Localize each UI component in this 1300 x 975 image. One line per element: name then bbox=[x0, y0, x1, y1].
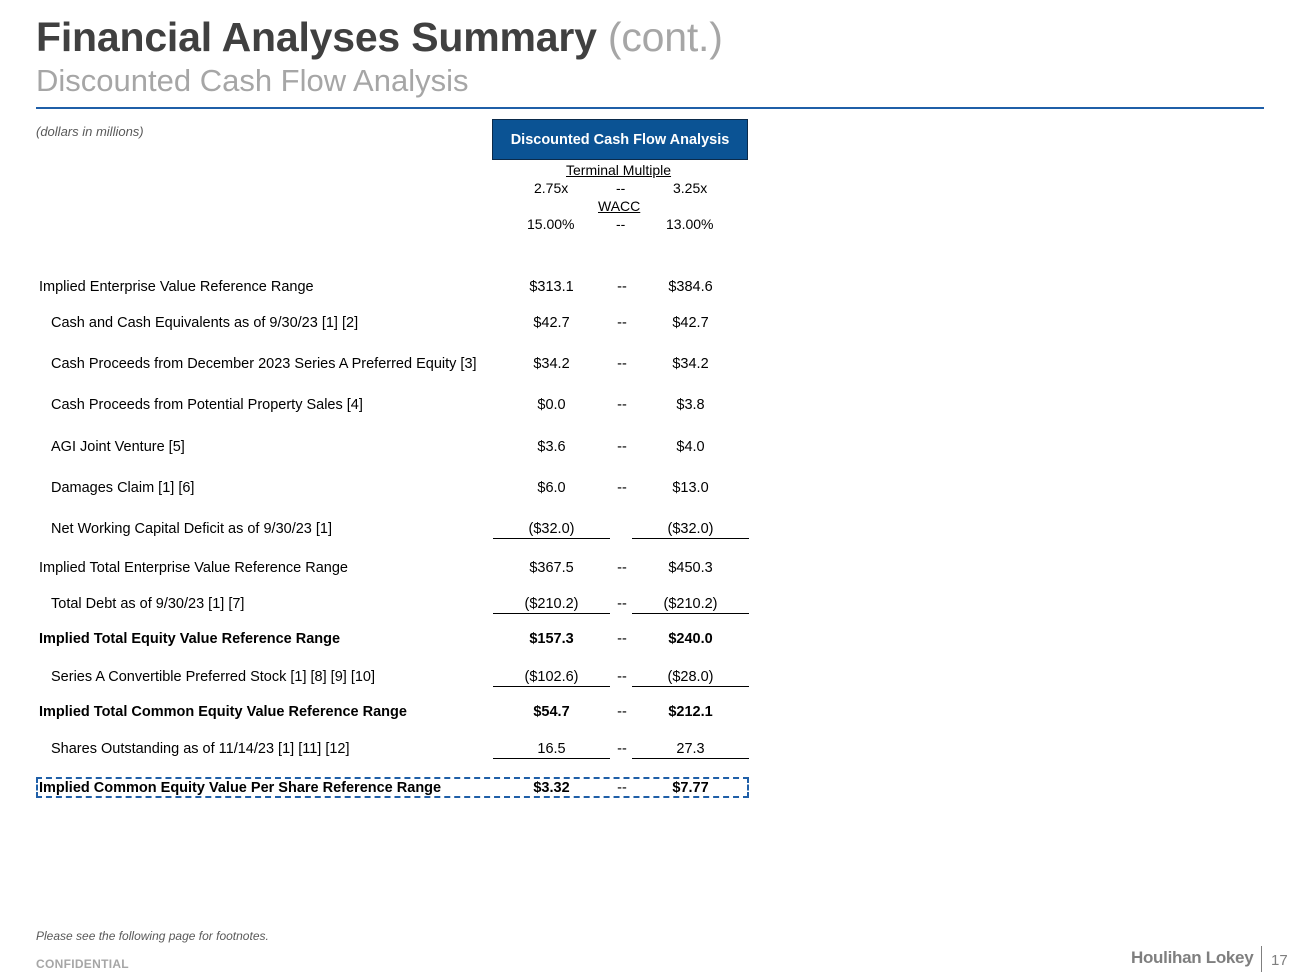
row-high-value: $384.6 bbox=[668, 279, 713, 295]
row-label: Implied Enterprise Value Reference Range bbox=[39, 279, 314, 295]
units-note: (dollars in millions) bbox=[36, 124, 144, 139]
row-dash: -- bbox=[617, 315, 627, 331]
multiple-high: 3.25x bbox=[673, 180, 708, 196]
title-main: Financial Analyses Summary bbox=[36, 14, 597, 60]
row-low-value: ($102.6) bbox=[493, 669, 610, 687]
row-low-value: ($210.2) bbox=[493, 596, 610, 614]
row-dash: -- bbox=[617, 669, 627, 685]
row-label: Net Working Capital Deficit as of 9/30/2… bbox=[51, 521, 333, 537]
table-row: AGI Joint Venture [5] $3.6 -- $4.0 bbox=[0, 439, 760, 463]
row-dash: -- bbox=[617, 704, 627, 720]
row-low-value: 16.5 bbox=[493, 741, 610, 759]
row-label: Series A Convertible Preferred Stock [1]… bbox=[51, 669, 375, 685]
row-high-value: $42.7 bbox=[672, 315, 709, 331]
row-low-value: $367.5 bbox=[529, 560, 574, 576]
row-high-value: $450.3 bbox=[668, 560, 713, 576]
row-dash: -- bbox=[617, 439, 627, 455]
row-label: Cash and Cash Equivalents as of 9/30/23 … bbox=[51, 315, 359, 331]
table-row: Damages Claim [1] [6] $6.0 -- $13.0 bbox=[0, 480, 760, 504]
row-low-value: $54.7 bbox=[533, 704, 570, 720]
table-row: Implied Total Enterprise Value Reference… bbox=[0, 560, 760, 584]
row-dash: -- bbox=[617, 279, 627, 295]
row-low-value: $313.1 bbox=[529, 279, 574, 295]
table-row: Series A Convertible Preferred Stock [1]… bbox=[0, 669, 760, 693]
brand-separator bbox=[1261, 946, 1262, 972]
row-high-value: $3.8 bbox=[676, 397, 705, 413]
row-high-value: $212.1 bbox=[668, 704, 713, 720]
row-dash: -- bbox=[617, 356, 627, 372]
row-high-value: ($32.0) bbox=[632, 521, 749, 539]
row-high-value: 27.3 bbox=[632, 741, 749, 759]
row-label: Implied Total Common Equity Value Refere… bbox=[39, 704, 407, 720]
row-dash: -- bbox=[617, 741, 627, 757]
row-low-value: $3.6 bbox=[537, 439, 566, 455]
row-high-value: ($210.2) bbox=[632, 596, 749, 614]
row-low-value: $0.0 bbox=[537, 397, 566, 413]
page-title: Financial Analyses Summary (cont.) bbox=[36, 14, 723, 61]
table-row: Cash Proceeds from December 2023 Series … bbox=[0, 356, 760, 380]
row-low-value: $42.7 bbox=[533, 315, 570, 331]
table-row: Shares Outstanding as of 11/14/23 [1] [1… bbox=[0, 741, 760, 765]
row-high-value: $4.0 bbox=[676, 439, 705, 455]
table-row: Cash and Cash Equivalents as of 9/30/23 … bbox=[0, 315, 760, 339]
row-label: Cash Proceeds from December 2023 Series … bbox=[51, 356, 477, 372]
dcf-header-box: Discounted Cash Flow Analysis bbox=[492, 119, 748, 160]
brand-logo: Houlihan Lokey bbox=[1131, 948, 1254, 967]
row-high-value: $240.0 bbox=[668, 631, 713, 647]
row-low-value: $157.3 bbox=[529, 631, 574, 647]
highlight-box bbox=[36, 777, 749, 798]
row-dash: -- bbox=[617, 631, 627, 647]
row-dash: -- bbox=[617, 596, 627, 612]
table-row: Implied Enterprise Value Reference Range… bbox=[0, 279, 760, 303]
multiple-separator: -- bbox=[616, 180, 626, 196]
table-row: Implied Total Equity Value Reference Ran… bbox=[0, 631, 760, 655]
row-label: Shares Outstanding as of 11/14/23 [1] [1… bbox=[51, 741, 350, 757]
row-label: Total Debt as of 9/30/23 [1] [7] bbox=[51, 596, 245, 612]
terminal-multiple-label: Terminal Multiple bbox=[566, 162, 672, 178]
row-high-value: $7.77 bbox=[672, 780, 709, 796]
table-row: Implied Common Equity Value Per Share Re… bbox=[0, 780, 760, 804]
row-dash: -- bbox=[617, 780, 627, 796]
row-label: Cash Proceeds from Potential Property Sa… bbox=[51, 397, 363, 413]
wacc-label: WACC bbox=[598, 198, 641, 214]
title-cont: (cont.) bbox=[607, 14, 723, 60]
wacc-low: 15.00% bbox=[527, 216, 575, 232]
row-label: Implied Total Enterprise Value Reference… bbox=[39, 560, 348, 576]
row-low-value: $6.0 bbox=[537, 480, 566, 496]
row-dash: -- bbox=[617, 480, 627, 496]
row-dash: -- bbox=[617, 560, 627, 576]
row-high-value: $34.2 bbox=[672, 356, 709, 372]
row-label: Implied Common Equity Value Per Share Re… bbox=[39, 780, 442, 796]
multiple-low: 2.75x bbox=[534, 180, 569, 196]
row-low-value: $34.2 bbox=[533, 356, 570, 372]
footnote-reference: Please see the following page for footno… bbox=[36, 929, 269, 943]
row-label: Implied Total Equity Value Reference Ran… bbox=[39, 631, 341, 647]
row-low-value: ($32.0) bbox=[493, 521, 610, 539]
page-subtitle: Discounted Cash Flow Analysis bbox=[36, 63, 469, 98]
wacc-high: 13.00% bbox=[666, 216, 714, 232]
title-rule bbox=[36, 107, 1264, 109]
row-high-value: ($28.0) bbox=[632, 669, 749, 687]
confidential-label: CONFIDENTIAL bbox=[36, 957, 129, 971]
row-label: AGI Joint Venture [5] bbox=[51, 439, 185, 455]
table-row: Total Debt as of 9/30/23 [1] [7] ($210.2… bbox=[0, 596, 760, 620]
row-label: Damages Claim [1] [6] bbox=[51, 480, 195, 496]
wacc-separator: -- bbox=[616, 216, 626, 232]
row-low-value: $3.32 bbox=[533, 780, 570, 796]
row-high-value: $13.0 bbox=[672, 480, 709, 496]
table-row: Net Working Capital Deficit as of 9/30/2… bbox=[0, 521, 760, 545]
table-row: Cash Proceeds from Potential Property Sa… bbox=[0, 397, 760, 421]
page-number: 17 bbox=[1271, 952, 1288, 969]
row-dash: -- bbox=[617, 397, 627, 413]
table-row: Implied Total Common Equity Value Refere… bbox=[0, 704, 760, 728]
